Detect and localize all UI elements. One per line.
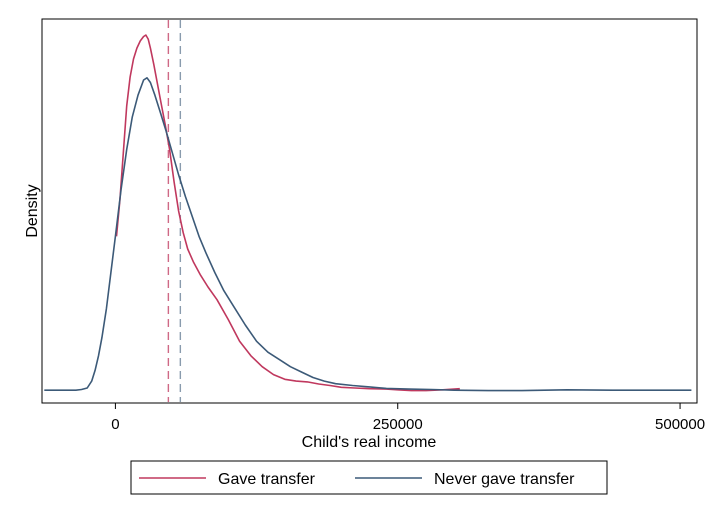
plot-frame [41,18,698,404]
x-tick-label: 250000 [373,416,423,433]
mean-lines [167,20,182,402]
x-tick-label: 500000 [655,416,705,433]
x-axis-title: Child's real income [302,434,437,451]
y-axis-title: Density [24,184,41,237]
series-lines [44,34,692,392]
legend-label-never-gave-transfer: Never gave transfer [434,471,575,488]
legend: Gave transfer Never gave transfer [130,460,608,495]
series-line-gave-transfer [115,34,460,392]
x-axis-ticks: 0 250000 500000 [111,403,705,433]
legend-label-gave-transfer: Gave transfer [218,471,316,488]
x-tick-label: 0 [111,416,119,433]
series-line-never-gave-transfer [44,77,692,392]
